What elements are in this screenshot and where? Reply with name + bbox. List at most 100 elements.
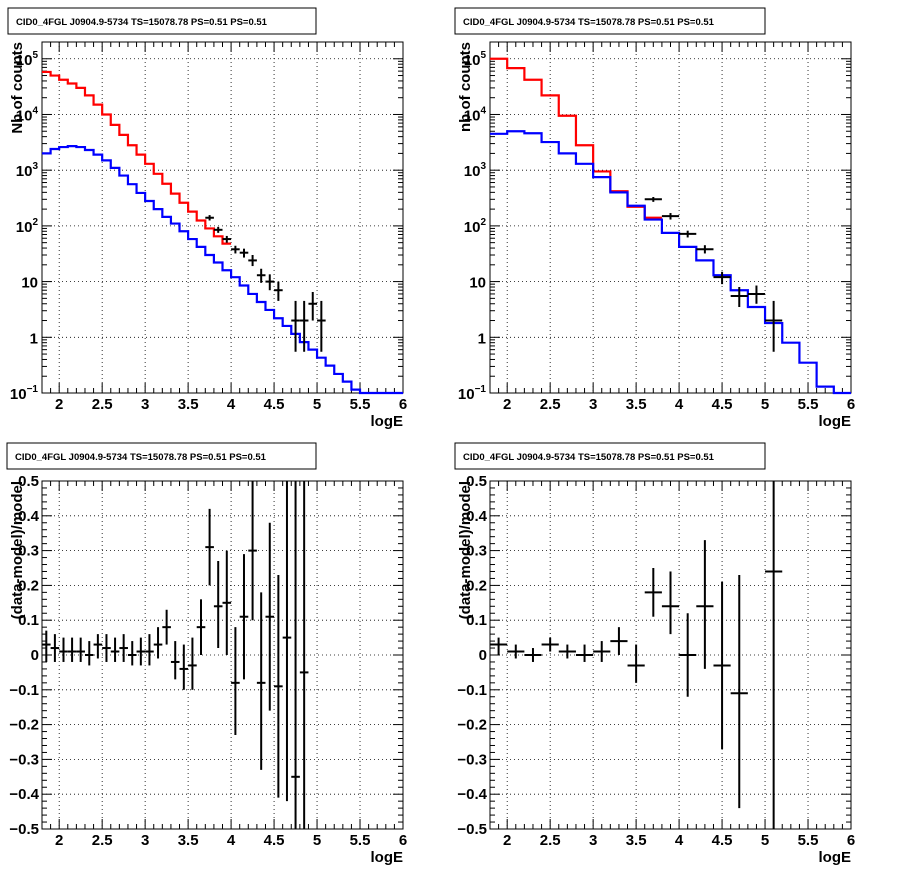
chart-panel-4: CID0_4FGL J0904.9-5734 TS=15078.78 PS=0.…: [454, 442, 855, 866]
x-axis-label: logE: [371, 849, 404, 866]
y-tick-label: 0.2: [466, 577, 487, 594]
y-tick-exponent: 3: [480, 161, 486, 172]
series-step-line-2: [490, 130, 851, 395]
y-tick-label: −0.4: [457, 786, 487, 803]
x-tick-label: 2.5: [92, 396, 113, 413]
plot-frame: [41, 41, 404, 394]
x-tick-label: 3: [141, 396, 149, 413]
y-tick-label: 103: [16, 161, 39, 180]
y-tick-label: 10−1: [458, 384, 487, 403]
x-tick-label: 4: [675, 832, 684, 849]
y-tick-label: −0.4: [9, 786, 39, 803]
x-tick-label: 5.5: [798, 832, 819, 849]
y-tick-label: 0.4: [18, 508, 40, 525]
y-tick-label: 104: [464, 105, 487, 124]
x-tick-label: 4.5: [264, 832, 285, 849]
y-tick-label: 104: [16, 105, 39, 124]
x-tick-label: 3.5: [626, 396, 647, 413]
x-tick-label: 4: [227, 832, 236, 849]
y-tick-exponent: 3: [32, 161, 38, 172]
y-tick-base: 1: [478, 330, 486, 347]
y-tick-label: 0.3: [18, 543, 39, 560]
series-step-line-2: [42, 145, 403, 395]
y-tick-base: 10: [16, 219, 33, 236]
y-axis-label: Nb of counts: [9, 42, 26, 134]
chart-title: CID0_4FGL J0904.9-5734 TS=15078.78 PS=0.…: [15, 452, 267, 463]
y-tick-base: 10: [458, 386, 475, 403]
series-step-line-1: [42, 70, 232, 245]
y-tick-base: 10: [16, 163, 33, 180]
x-tick-label: 6: [399, 832, 407, 849]
chart-panel-2: CID0_4FGL J0904.9-5734 TS=15078.78 PS=0.…: [454, 7, 855, 430]
y-tick-label: 10: [21, 275, 38, 292]
y-tick-base: 1: [30, 330, 38, 347]
chart-panel-3: CID0_4FGL J0904.9-5734 TS=15078.78 PS=0.…: [6, 442, 407, 866]
y-tick-base: 10: [16, 52, 33, 69]
y-tick-label: 0.5: [18, 473, 39, 490]
y-tick-exponent: 4: [480, 105, 486, 116]
y-tick-label: −0.5: [9, 821, 39, 838]
x-tick-label: 4: [227, 396, 236, 413]
y-tick-label: 0.4: [466, 508, 488, 525]
y-tick-exponent: 4: [32, 105, 38, 116]
y-tick-exponent: 5: [480, 50, 486, 61]
y-tick-exponent: 2: [32, 217, 38, 228]
x-tick-label: 4.5: [712, 832, 733, 849]
x-tick-label: 6: [399, 396, 407, 413]
title-box: [454, 442, 766, 470]
y-axis-label: nb of counts: [457, 42, 474, 132]
y-tick-label: 10−1: [10, 384, 39, 403]
y-tick-label: 1: [478, 330, 486, 347]
title-box: [454, 7, 766, 35]
x-tick-label: 2: [503, 832, 511, 849]
chart-panel-1: CID0_4FGL J0904.9-5734 TS=15078.78 PS=0.…: [7, 7, 407, 430]
y-tick-label: 10: [469, 275, 486, 292]
x-tick-label: 2: [55, 396, 63, 413]
y-tick-label: 0.5: [466, 473, 487, 490]
y-tick-base: 10: [464, 219, 481, 236]
x-tick-label: 4.5: [264, 396, 285, 413]
y-tick-label: 0: [479, 647, 487, 664]
y-tick-label: 0.1: [18, 612, 39, 629]
y-tick-label: 102: [16, 217, 39, 236]
x-tick-label: 2: [503, 396, 511, 413]
x-tick-label: 3: [141, 832, 149, 849]
x-axis-label: logE: [819, 849, 852, 866]
x-tick-label: 5: [761, 396, 769, 413]
y-tick-base: 10: [469, 275, 486, 292]
y-tick-label: 102: [464, 217, 487, 236]
x-axis-label: logE: [819, 413, 852, 430]
y-tick-label: −0.2: [457, 717, 487, 734]
x-tick-label: 5: [761, 832, 769, 849]
x-tick-label: 2: [55, 832, 63, 849]
x-tick-label: 6: [847, 396, 855, 413]
x-tick-label: 3.5: [178, 396, 199, 413]
x-tick-label: 6: [847, 832, 855, 849]
y-tick-label: 0.2: [18, 577, 39, 594]
y-tick-label: −0.1: [9, 682, 39, 699]
x-tick-label: 5.5: [350, 832, 371, 849]
y-tick-label: 0: [31, 647, 39, 664]
y-tick-label: 0.3: [466, 543, 487, 560]
x-tick-label: 2.5: [92, 832, 113, 849]
y-tick-label: −0.3: [9, 751, 39, 768]
x-tick-label: 4.5: [712, 396, 733, 413]
x-axis-label: logE: [371, 413, 404, 430]
chart-title: CID0_4FGL J0904.9-5734 TS=15078.78 PS=0.…: [463, 17, 715, 28]
y-tick-label: 0.1: [466, 612, 487, 629]
y-tick-exponent: −1: [475, 384, 487, 395]
y-axis-label: (data-model)/model: [9, 481, 26, 619]
x-tick-label: 5: [313, 396, 321, 413]
x-tick-label: 3: [589, 832, 597, 849]
title-box: [6, 442, 317, 470]
y-axis-label: (data-model)/model: [457, 481, 474, 619]
x-tick-label: 3.5: [178, 832, 199, 849]
y-tick-label: −0.2: [9, 717, 39, 734]
x-tick-label: 3: [589, 396, 597, 413]
x-tick-label: 2.5: [540, 396, 561, 413]
y-tick-base: 10: [16, 107, 33, 124]
x-tick-label: 5.5: [350, 396, 371, 413]
y-tick-base: 10: [464, 52, 481, 69]
y-tick-label: −0.5: [457, 821, 487, 838]
